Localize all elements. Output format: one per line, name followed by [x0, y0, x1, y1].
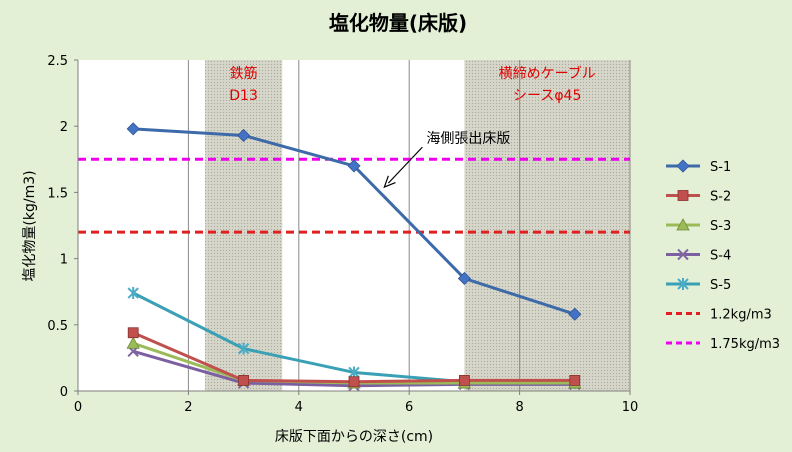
data-point	[458, 375, 470, 386]
x-tick-label: 10	[622, 400, 639, 415]
legend-label: S-5	[710, 278, 731, 293]
legend-label: S-1	[710, 160, 731, 175]
y-tick-label: 1.5	[47, 186, 68, 201]
data-point	[569, 375, 581, 386]
x-tick-label: 6	[405, 400, 413, 415]
legend-label: S-4	[710, 249, 731, 264]
band-label: D13	[229, 88, 258, 104]
hatched-band	[464, 60, 630, 391]
chart-title: 塩化物量(床版)	[329, 11, 467, 35]
data-point	[127, 287, 139, 300]
annotation-arrowhead	[383, 175, 396, 189]
hatched-band	[204, 60, 283, 391]
y-tick-label: 0.5	[47, 319, 68, 334]
data-point	[237, 128, 251, 143]
series-s-2	[127, 327, 581, 388]
data-point	[677, 248, 689, 261]
data-point	[127, 327, 139, 339]
data-point	[126, 122, 140, 136]
data-point	[676, 159, 690, 173]
x-tick-label: 0	[74, 400, 82, 415]
legend-item-s-3: S-3	[666, 218, 731, 234]
data-point	[676, 218, 690, 231]
legend-item-s-5: S-5	[666, 278, 731, 293]
x-tick-label: 4	[295, 400, 303, 415]
data-point	[568, 307, 582, 321]
x-tick-label: 2	[184, 400, 192, 415]
y-tick-label: 1	[60, 253, 68, 268]
y-tick-label: 2	[60, 120, 68, 135]
annotation-arrow	[387, 146, 423, 184]
y-axis-label: 塩化物量(kg/m3)	[22, 170, 38, 281]
data-point	[126, 336, 140, 349]
annotation-label: 海側張出床版	[426, 131, 510, 147]
legend-label: 1.75kg/m3	[710, 337, 780, 352]
data-point	[238, 375, 250, 386]
series-s-1	[126, 122, 582, 321]
y-tick-label: 0	[60, 385, 68, 400]
legend-item-s-4: S-4	[666, 249, 731, 264]
legend-item-ref: 1.2kg/m3	[666, 308, 772, 323]
band-label: 横締めケーブル	[499, 65, 596, 82]
legend-item-s-1: S-1	[666, 159, 731, 175]
legend-label: S-3	[710, 219, 731, 234]
band-label: 鉄筋	[230, 65, 258, 82]
x-axis-label: 床版下面からの深さ(cm)	[275, 429, 433, 445]
legend-item-ref: 1.75kg/m3	[666, 337, 780, 352]
y-tick-label: 2.5	[47, 54, 68, 69]
x-tick-label: 8	[515, 400, 523, 415]
data-point	[677, 190, 689, 201]
data-point	[237, 342, 250, 355]
legend-item-s-2: S-2	[666, 190, 731, 205]
data-point	[457, 271, 471, 286]
legend-label: 1.2kg/m3	[710, 308, 772, 323]
legend-label: S-2	[710, 190, 731, 205]
data-point	[677, 278, 689, 290]
data-point	[348, 376, 360, 388]
data-point	[347, 159, 361, 173]
band-label: シースφ45	[513, 88, 581, 104]
